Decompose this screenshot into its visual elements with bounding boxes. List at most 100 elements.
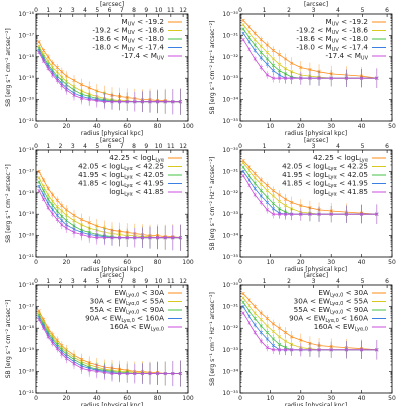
x-axis-label: radius [physical kpc]: [81, 402, 143, 406]
data-point: [41, 48, 46, 52]
data-point: [79, 83, 84, 87]
series-line: [242, 20, 377, 79]
data-point: [241, 23, 245, 27]
y-axis-label: SB [erg s⁻¹ cm⁻² arcsec⁻²]: [5, 300, 12, 379]
data-point: [241, 38, 245, 42]
data-point: [317, 348, 321, 352]
top-tick-label: 2: [287, 278, 291, 285]
data-point: [51, 61, 55, 65]
series-line: [242, 39, 377, 79]
series-line: [38, 190, 181, 239]
data-point: [110, 371, 114, 376]
data-point: [277, 326, 282, 330]
data-point: [125, 371, 129, 376]
data-point: [259, 56, 263, 60]
data-point: [265, 337, 269, 341]
data-point: [259, 194, 263, 198]
data-point: [277, 335, 282, 339]
top-tick-label: 5: [95, 278, 99, 285]
data-point: [299, 348, 303, 352]
data-point: [241, 311, 245, 315]
top-tick-label: 6: [385, 7, 389, 14]
data-point: [271, 63, 276, 67]
data-point: [344, 348, 349, 352]
data-point: [271, 76, 276, 80]
legend-label: 30A < EWLyα,0​ < 55A: [90, 297, 164, 308]
data-point: [259, 182, 263, 186]
plot-frame: [35, 284, 189, 394]
legend-label: MUV​ < -19.2: [122, 17, 165, 28]
x-tick-label: 10: [267, 395, 275, 402]
top-axis-label: [arcsec]: [304, 1, 328, 8]
panel-2-1: 0 10 20 30 40 50 radius [physical kpc] 0 1 2 3 4 5 6 […: [209, 272, 396, 409]
y-tick-label: 10⁻²¹: [18, 254, 34, 261]
y-tick-label: 10⁻³⁰: [222, 282, 238, 289]
y-tick-label: 10⁻¹⁶: [18, 147, 34, 154]
y-axis-label: SB [erg s⁻¹ cm⁻² Hz⁻¹ arcsec⁻²]: [209, 157, 216, 251]
plot-frame: [35, 149, 189, 258]
x-tick-label: 80: [154, 395, 162, 402]
top-tick-label: 2: [59, 7, 63, 14]
y-tick-label: 10⁻³¹: [222, 304, 238, 311]
data-point: [259, 339, 263, 343]
y-tick-label: 10⁻³⁵: [222, 118, 238, 125]
series-line: [242, 312, 377, 351]
top-axis-label: [arcsec]: [100, 137, 124, 144]
x-tick-label: 60: [123, 123, 131, 130]
data-point: [317, 76, 321, 80]
legend-label: 160A < EWLyα,0​: [110, 322, 164, 333]
data-point: [60, 219, 64, 223]
data-point: [259, 50, 263, 55]
data-point: [95, 236, 99, 240]
data-point: [265, 50, 269, 55]
x-tick-label: 0: [238, 259, 242, 266]
data-point: [51, 208, 55, 212]
data-point: [171, 100, 175, 104]
top-tick-label: 5: [95, 7, 99, 14]
data-point: [253, 186, 257, 191]
top-axis-label: [arcsec]: [304, 272, 328, 279]
data-point: [271, 194, 276, 198]
data-point: [241, 27, 245, 31]
data-point: [140, 371, 145, 376]
top-tick-label: 2: [287, 143, 291, 150]
top-tick-label: 6: [108, 7, 112, 14]
top-tick-label: 8: [132, 143, 136, 150]
data-point: [259, 330, 263, 335]
legend-label: 41.85 < logLLyα​ < 41.95: [282, 179, 368, 190]
top-tick-label: 3: [312, 143, 316, 150]
x-axis-label: radius [physical kpc]: [285, 266, 347, 273]
legend-label: 55A < EWLyα,0​ < 90A: [90, 305, 164, 316]
y-tick-label: 10⁻¹⁹: [18, 75, 34, 82]
panel-1-1: 0 10 20 30 40 50 radius [physical kpc] 0 1 2 3 4 5 6 […: [209, 137, 396, 273]
data-point: [253, 181, 257, 185]
legend-label: -18.0 < MUV​ < -17.4: [296, 43, 368, 54]
data-point: [46, 186, 50, 191]
y-tick-label: 10⁻³³: [222, 75, 238, 82]
y-tick-label: 10⁻³⁰: [222, 11, 238, 18]
data-point: [241, 304, 245, 309]
legend-label: 42.25 < logLLyα​: [109, 153, 164, 164]
top-tick-label: 2: [59, 143, 63, 150]
data-point: [155, 371, 160, 376]
data-point: [271, 337, 276, 341]
data-point: [253, 48, 257, 52]
x-tick-label: 40: [358, 123, 366, 130]
y-tick-label: 10⁻³⁵: [222, 254, 238, 261]
legend-label: 42.25 < logLLyα​: [313, 153, 368, 164]
data-point: [241, 31, 245, 35]
data-point: [277, 199, 282, 203]
y-tick-label: 10⁻³²: [222, 54, 238, 61]
data-point: [148, 236, 152, 240]
data-point: [283, 57, 288, 61]
legend-label: -17.4 < MUV​: [122, 51, 165, 62]
top-tick-label: 6: [108, 278, 112, 285]
y-tick-label: 10⁻³³: [222, 347, 238, 354]
data-point: [55, 209, 59, 213]
data-point: [163, 236, 167, 240]
top-tick-label: 0: [34, 143, 38, 150]
data-point: [259, 38, 263, 42]
data-point: [95, 99, 99, 103]
data-point: [60, 70, 64, 74]
